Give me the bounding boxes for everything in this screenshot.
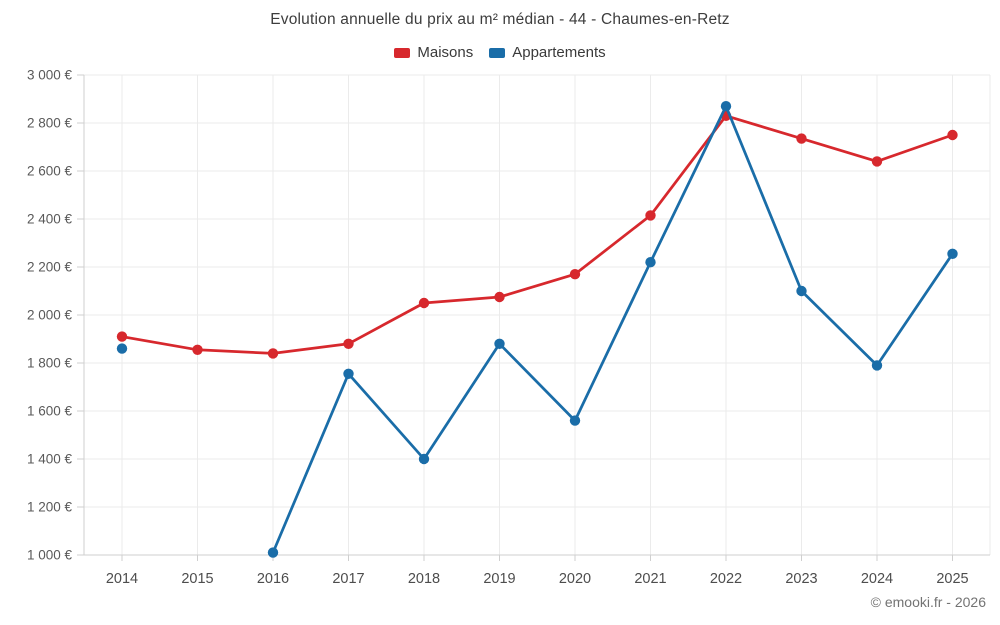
data-point-maisons-2016: [267, 348, 279, 359]
data-point-appartements-2021: [645, 257, 656, 268]
data-point-appartements-2025: [947, 248, 958, 259]
legend-label-maisons: Maisons: [417, 44, 474, 61]
x-tick-label: 2021: [634, 571, 666, 587]
x-tick-label: 2017: [332, 571, 364, 587]
x-tick-label: 2014: [106, 571, 138, 587]
legend-label-appartements: Appartements: [512, 44, 606, 61]
y-tick-label: 2 400 €: [27, 212, 73, 227]
x-tick-label: 2020: [559, 571, 591, 587]
y-tick-label: 1 800 €: [27, 356, 73, 371]
x-tick-label: 2024: [861, 571, 893, 587]
y-tick-label: 2 000 €: [27, 308, 73, 323]
x-tick-label: 2025: [936, 571, 968, 587]
data-point-maisons-2017: [343, 338, 354, 349]
y-tick-label: 1 400 €: [27, 452, 73, 467]
y-tick-label: 2 600 €: [27, 164, 73, 179]
y-tick-label: 2 800 €: [27, 116, 73, 131]
data-point-maisons-2024: [871, 156, 883, 167]
data-point-appartements-2016: [267, 547, 279, 558]
data-point-appartements-2024: [871, 360, 883, 371]
chart-title: Evolution annuelle du prix au m² médian …: [270, 11, 730, 28]
legend-swatch-appartements: [489, 47, 506, 58]
x-tick-label: 2016: [257, 571, 289, 587]
data-point-maisons-2018: [418, 297, 430, 309]
data-point-maisons-2014: [116, 331, 128, 342]
y-tick-label: 1 000 €: [27, 548, 73, 563]
y-tick-label: 1 600 €: [27, 404, 73, 419]
series-line-appartements: [271, 104, 954, 554]
data-point-maisons-2015: [192, 344, 203, 355]
data-point-maisons-2019: [494, 291, 505, 303]
legend-item-appartements[interactable]: Appartements: [489, 44, 606, 61]
x-tick-label: 2023: [785, 571, 817, 587]
data-point-maisons-2025: [947, 129, 958, 141]
data-point-appartements-2017: [343, 368, 354, 379]
x-tick-label: 2022: [710, 571, 742, 587]
data-point-appartements-2018: [418, 453, 430, 465]
chart-legend: Maisons Appartements: [0, 44, 1000, 61]
copyright-watermark: © emooki.fr - 2026: [870, 594, 986, 610]
y-tick-label: 3 000 €: [27, 68, 73, 83]
y-tick-label: 2 200 €: [27, 260, 73, 275]
legend-swatch-maisons: [394, 47, 411, 58]
data-point-appartements-2023: [796, 285, 807, 297]
series-line-maisons: [120, 114, 954, 355]
legend-item-maisons[interactable]: Maisons: [394, 44, 473, 61]
x-tick-label: 2019: [483, 571, 515, 587]
y-tick-label: 1 200 €: [27, 500, 73, 515]
x-tick-label: 2015: [181, 571, 213, 587]
data-point-maisons-2020: [569, 269, 581, 280]
data-point-maisons-2023: [796, 133, 807, 144]
data-point-appartements-2019: [494, 338, 505, 349]
x-tick-label: 2018: [408, 571, 440, 587]
data-point-maisons-2021: [645, 210, 656, 221]
data-point-appartements-2020: [569, 415, 581, 426]
data-point-appartements-2022: [720, 101, 732, 112]
data-point-appartements-2014: [116, 343, 128, 354]
